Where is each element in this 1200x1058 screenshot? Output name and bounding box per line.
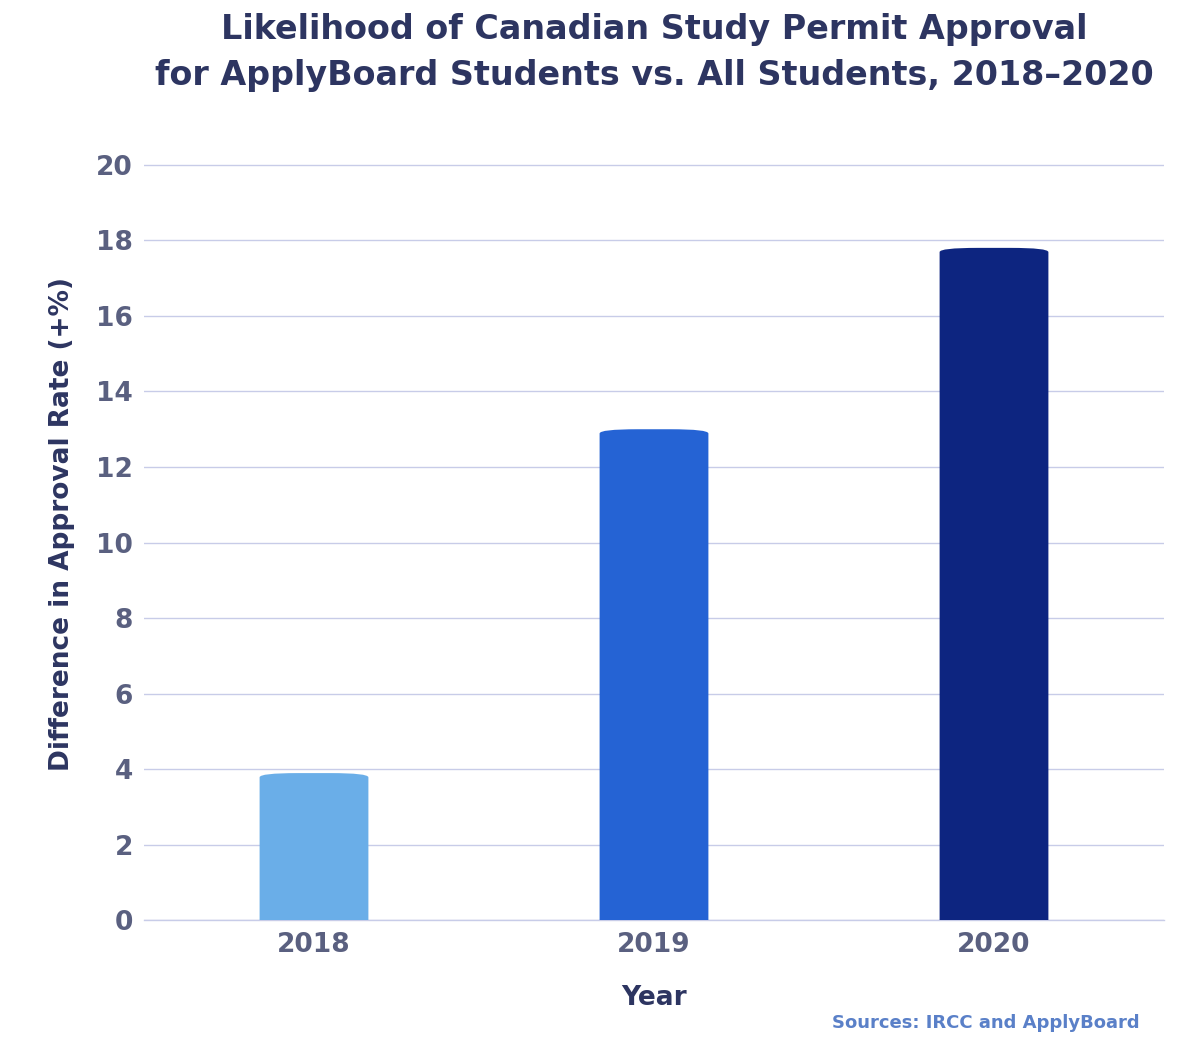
PathPatch shape	[600, 430, 708, 920]
Text: Sources: IRCC and ApplyBoard: Sources: IRCC and ApplyBoard	[833, 1014, 1140, 1032]
Title: Likelihood of Canadian Study Permit Approval
for ApplyBoard Students vs. All Stu: Likelihood of Canadian Study Permit Appr…	[155, 14, 1153, 92]
Y-axis label: Difference in Approval Rate (+%): Difference in Approval Rate (+%)	[49, 277, 76, 770]
X-axis label: Year: Year	[622, 985, 686, 1011]
PathPatch shape	[940, 248, 1049, 920]
PathPatch shape	[259, 773, 368, 920]
